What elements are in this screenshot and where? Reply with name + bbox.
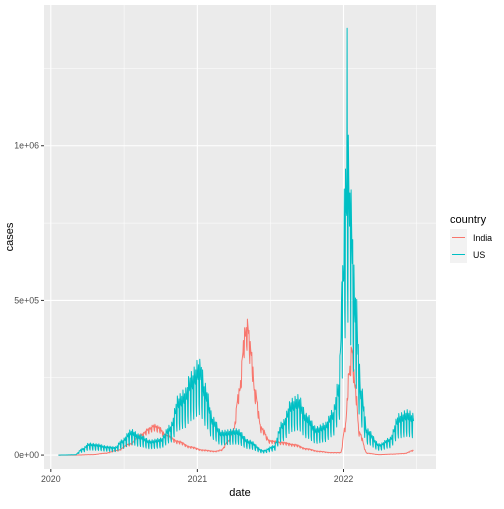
grid-major [44,5,436,469]
x-axis-title: date [229,487,250,499]
x-tick-label: 2022 [334,474,354,484]
y-tick-label: 0e+00 [14,450,39,460]
legend-label-india: India [473,233,492,243]
y-tick-label: 5e+05 [14,295,39,305]
legend-keys: India US [450,229,492,263]
plot-panel [44,5,436,469]
axis-ticks [41,145,345,472]
y-tick-label: 1e+06 [14,141,39,151]
y-axis-title: cases [4,222,16,251]
legend: country India US [450,214,492,263]
series-line-us [58,27,415,456]
y-tick-labels: 0e+00 5e+05 1e+06 [14,141,39,460]
x-tick-label: 2021 [188,474,208,484]
series-line-india [58,318,414,456]
legend-title: country [450,214,487,226]
grid-minor [44,5,436,469]
series-layer [58,27,415,456]
legend-label-us: US [473,250,485,260]
x-tick-labels: 2020 2021 2022 [41,474,353,484]
x-tick-label: 2020 [41,474,61,484]
